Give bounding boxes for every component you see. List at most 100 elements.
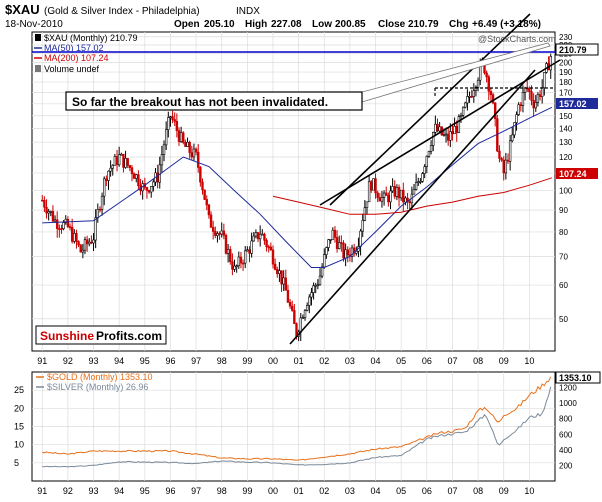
price-bar-body	[64, 218, 67, 223]
price-bar-body	[301, 317, 305, 320]
price-bar-body	[62, 222, 65, 229]
price-bar-body	[100, 195, 104, 210]
lower-x-tick-label: 93	[89, 486, 99, 496]
price-bar-body	[244, 250, 247, 264]
price-bar-body	[184, 142, 187, 147]
price-bar-body	[286, 290, 290, 303]
price-bar-body	[305, 305, 309, 311]
price-bar-body	[147, 190, 151, 193]
price-bar-body	[130, 167, 134, 175]
price-bar-body	[265, 240, 268, 247]
main-x-tick-label: 95	[140, 356, 150, 366]
price-bar-body	[199, 167, 202, 183]
gold-line	[42, 376, 552, 461]
price-bar-body	[229, 249, 232, 263]
lower-x-tick-label: 95	[140, 486, 150, 496]
price-bar-body	[320, 266, 324, 277]
legend-series: $XAU (Monthly) 210.79	[44, 33, 138, 43]
main-y-tick-label: 60	[559, 281, 568, 290]
price-bar-body	[81, 249, 85, 253]
lower-y-left-tick-label: 20	[14, 403, 24, 413]
price-bar-body	[378, 197, 382, 202]
lower-x-tick-label: 97	[191, 486, 201, 496]
price-bar-body	[459, 115, 463, 117]
price-bar-body	[489, 90, 493, 96]
chart-date: 18-Nov-2010	[5, 19, 63, 30]
price-bar-body	[414, 182, 418, 190]
price-bar-body	[536, 94, 540, 103]
price-bar-body	[316, 284, 320, 287]
price-bar-body	[241, 262, 245, 265]
price-bar-body	[293, 310, 296, 324]
legend-gold: $GOLD (Monthly) 1353.10	[47, 372, 153, 382]
price-bar-body	[308, 296, 311, 306]
main-x-tick-label: 92	[63, 356, 73, 366]
ma50-tag-text: 157.02	[559, 99, 587, 109]
main-y-tick-label: 180	[559, 78, 573, 87]
close-tag	[555, 43, 599, 56]
logo-box	[35, 325, 167, 345]
lower-y-left-tick-label: 15	[14, 422, 24, 432]
price-bar-body	[365, 201, 369, 208]
price-bar-body	[122, 153, 125, 168]
high-label: High	[245, 19, 267, 30]
price-bar-body	[372, 178, 375, 191]
price-bar-body	[352, 247, 356, 254]
main-x-tick-label: 02	[319, 356, 329, 366]
price-bar-body	[444, 133, 448, 136]
main-x-tick-label: 97	[191, 356, 201, 366]
price-bar-body	[231, 261, 234, 270]
lower-x-tick-label: 06	[422, 486, 432, 496]
lower-x-tick-label: 04	[371, 486, 381, 496]
price-bar-body	[335, 237, 339, 249]
price-bar-body	[250, 240, 253, 254]
price-bar-body	[464, 102, 467, 108]
price-bar-body	[79, 244, 82, 253]
price-bar-body	[329, 239, 332, 241]
legend-swatch-volume	[35, 65, 41, 72]
price-bar-body	[103, 178, 106, 197]
price-bar-body	[487, 76, 490, 92]
price-bar-body	[299, 317, 302, 333]
low-value: 200.85	[335, 19, 366, 30]
price-bar-body	[325, 247, 328, 255]
main-x-tick-label: 08	[473, 356, 483, 366]
price-bar-body	[224, 235, 228, 254]
price-bar-body	[342, 242, 345, 259]
price-bar-body	[254, 232, 258, 237]
price-bar-body	[175, 121, 179, 131]
price-bar-body	[385, 192, 388, 196]
price-bar-body	[387, 195, 390, 203]
lower-x-tick-label: 96	[165, 486, 175, 496]
price-bar-body	[66, 218, 70, 227]
legend-silver: $SILVER (Monthly) 26.96	[47, 382, 148, 392]
price-bar-body	[502, 159, 505, 174]
main-y-tick-label: 70	[559, 253, 568, 262]
main-x-tick-label: 99	[242, 356, 252, 366]
lower-x-tick-label: 92	[63, 486, 73, 496]
main-panel	[31, 31, 556, 352]
price-bar-body	[442, 134, 446, 136]
price-bar-body	[517, 104, 520, 115]
main-y-tick-label: 80	[559, 228, 568, 237]
lower-x-tick-label: 02	[319, 486, 329, 496]
price-bar-body	[75, 233, 78, 242]
price-bar-body	[107, 170, 110, 181]
price-bar-body	[402, 189, 405, 203]
close-label: Close	[378, 19, 406, 30]
price-bar-body	[331, 229, 335, 240]
price-bar-body	[389, 190, 392, 203]
price-bar-body	[453, 126, 456, 135]
price-bar-body	[419, 181, 422, 183]
price-bar-body	[423, 166, 426, 174]
channel-lower-line	[289, 69, 536, 345]
price-bar-body	[427, 151, 431, 157]
price-bar-body	[214, 231, 217, 236]
price-bar-body	[182, 132, 185, 143]
lower-y-right-tick-label: 1200	[559, 384, 577, 393]
main-y-tick-label: 200	[559, 59, 573, 68]
main-x-tick-label: 07	[447, 356, 457, 366]
ma50-tag	[556, 98, 598, 109]
price-bar-body	[120, 153, 123, 156]
price-bar-body	[476, 79, 480, 88]
